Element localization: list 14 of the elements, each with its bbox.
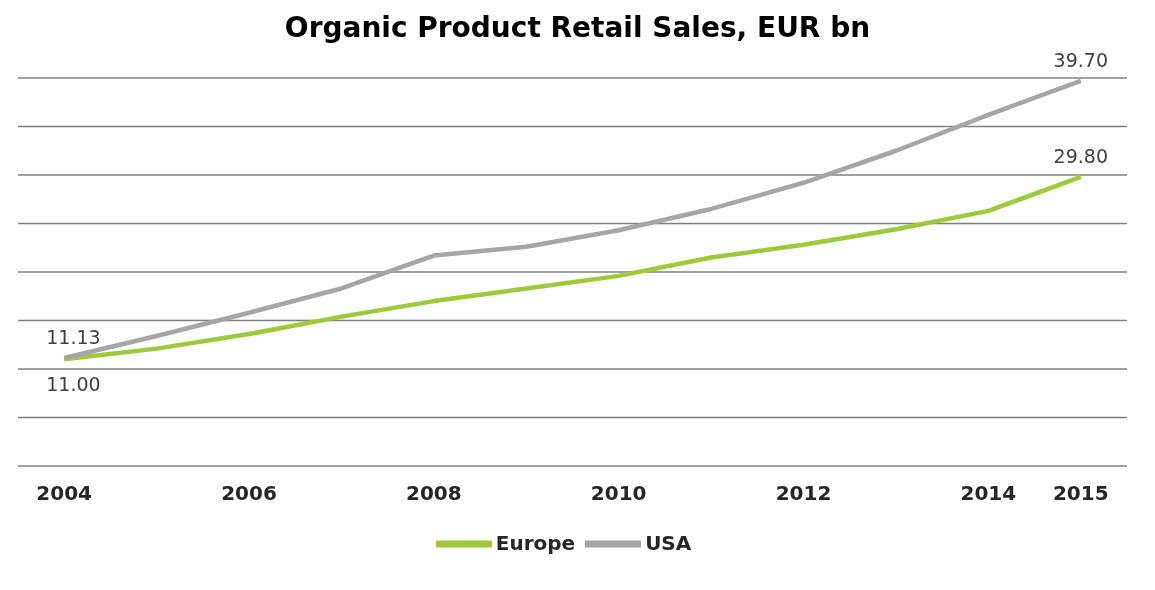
legend-label: USA [645,530,692,555]
x-tick-label: 2004 [36,481,93,506]
data-label: 39.70 [1053,48,1108,71]
legend-label: Europe [495,530,576,555]
x-tick-label: 2008 [406,481,462,506]
data-label: 29.80 [1053,144,1108,167]
data-label: 11.13 [46,326,101,349]
x-tick-label: 2012 [775,481,832,506]
x-tick-label: 2010 [590,481,647,506]
x-tick-label: 2006 [221,481,277,506]
chart-title: Organic Product Retail Sales, EUR bn [283,10,872,46]
x-tick-label: 2015 [1052,481,1109,506]
data-label: 11.00 [46,373,101,396]
x-tick-label: 2014 [960,481,1017,506]
